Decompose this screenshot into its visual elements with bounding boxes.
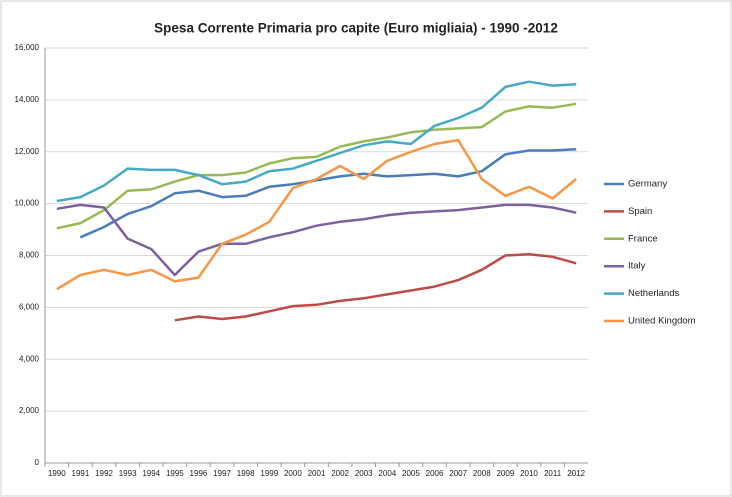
series-line <box>56 80 577 203</box>
x-tick-label: 2011 <box>544 469 562 478</box>
y-tick-label: 16,000 <box>15 43 40 52</box>
legend-label: Spain <box>628 206 652 217</box>
legend-label: Netherlands <box>628 288 679 299</box>
x-tick-label: 2010 <box>520 469 538 478</box>
series-line <box>56 203 577 277</box>
y-tick-label: 0 <box>35 458 40 467</box>
legend-label: Germany <box>628 179 667 190</box>
series-line <box>79 147 577 239</box>
y-tick-label: 8,000 <box>19 251 40 260</box>
x-tick-label: 1998 <box>237 469 255 478</box>
x-tick-label: 1995 <box>166 469 184 478</box>
y-tick-label: 4,000 <box>19 354 40 363</box>
x-tick-label: 2003 <box>355 469 373 478</box>
x-tick-label: 2002 <box>331 469 349 478</box>
series-line <box>56 138 577 291</box>
y-tick-label: 10,000 <box>15 199 40 208</box>
x-tick-label: 2000 <box>284 469 302 478</box>
y-tick-label: 14,000 <box>15 95 40 104</box>
x-tick-label: 1990 <box>48 469 66 478</box>
x-tick-label: 2008 <box>473 469 491 478</box>
x-tick-label: 1994 <box>142 469 160 478</box>
x-tick-label: 2004 <box>378 469 396 478</box>
x-tick-label: 1999 <box>260 469 278 478</box>
legend-label: United Kingdom <box>628 316 696 327</box>
y-tick-label: 6,000 <box>19 302 40 311</box>
series-line <box>56 102 577 230</box>
x-tick-label: 2007 <box>449 469 467 478</box>
chart-title: Spesa Corrente Primaria pro capite (Euro… <box>154 21 558 36</box>
x-tick-label: 1997 <box>213 469 231 478</box>
x-tick-label: 2005 <box>402 469 420 478</box>
y-tick-label: 2,000 <box>19 406 40 415</box>
x-tick-label: 2012 <box>567 469 585 478</box>
x-tick-label: 2001 <box>308 469 326 478</box>
x-tick-label: 2009 <box>496 469 514 478</box>
legend-label: Italy <box>628 261 646 272</box>
x-tick-label: 1992 <box>95 469 113 478</box>
x-tick-label: 1991 <box>72 469 90 478</box>
x-tick-label: 1996 <box>190 469 208 478</box>
y-tick-label: 12,000 <box>15 147 40 156</box>
series-line <box>174 252 577 322</box>
legend-label: France <box>628 233 658 244</box>
x-tick-label: 1993 <box>119 469 137 478</box>
x-tick-label: 2006 <box>426 469 444 478</box>
